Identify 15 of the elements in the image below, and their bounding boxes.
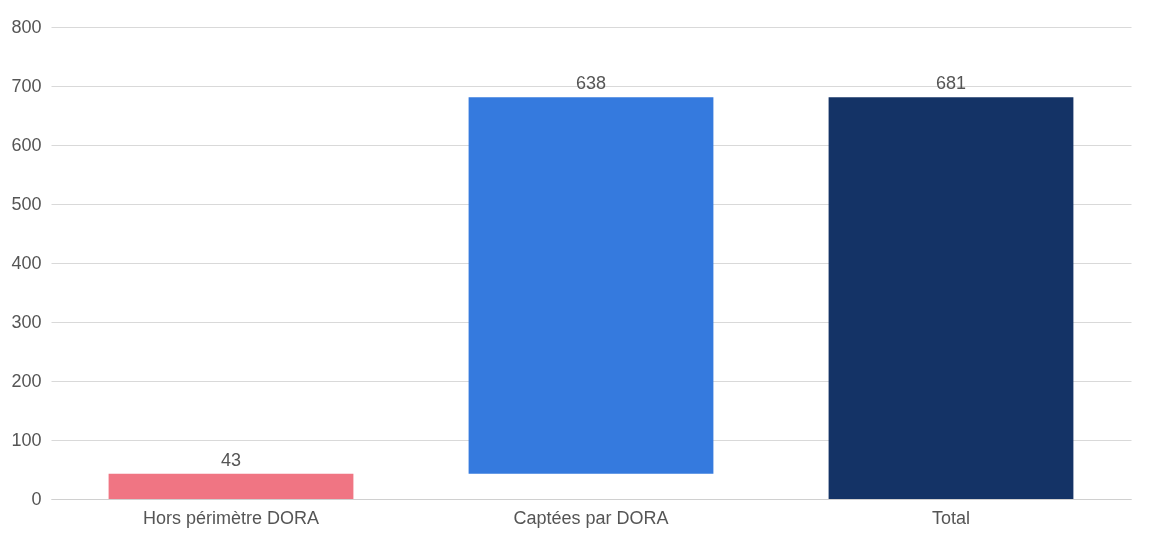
x-tick-label: Total: [931, 507, 971, 528]
data-label: 638: [575, 73, 607, 94]
data-label: 681: [935, 73, 967, 94]
y-tick-label: 500: [11, 193, 42, 214]
data-label: 43: [220, 449, 242, 470]
y-tick-label: 700: [11, 75, 42, 96]
y-tick-label: 300: [11, 311, 42, 332]
y-tick-label: 600: [11, 134, 42, 155]
y-tick-label: 0: [31, 488, 42, 509]
y-tick-label: 400: [11, 252, 42, 273]
x-tick-label: Hors périmètre DORA: [142, 507, 320, 528]
y-tick-label: 800: [11, 16, 42, 37]
y-tick-label: 200: [11, 370, 42, 391]
y-tick-label: 100: [11, 429, 42, 450]
x-tick-label: Captées par DORA: [513, 507, 669, 528]
